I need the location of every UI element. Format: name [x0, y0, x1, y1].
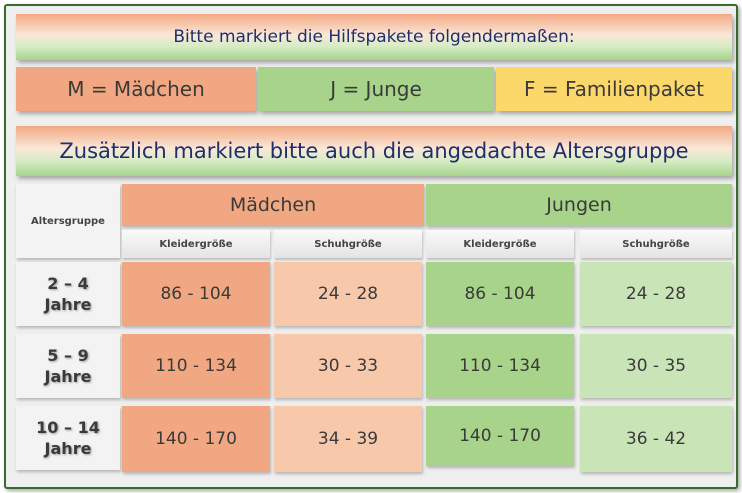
boys-shoe-size-header: Schuhgröße: [580, 230, 732, 258]
instruction-text: Bitte markiert die Hilfspakete folgender…: [173, 27, 575, 47]
girls-shoe-size-cell: 24 - 28: [274, 262, 422, 326]
age-instruction-banner: Zusätzlich markiert bitte auch die anged…: [16, 126, 732, 176]
legend-boys: J = Junge: [258, 67, 494, 111]
boys-clothing-size-header: Kleidergröße: [426, 230, 574, 258]
legend-family: F = Familienpaket: [496, 67, 732, 111]
girls-shoe-size-cell: 34 - 39: [274, 406, 422, 472]
boys-shoe-size-cell: 30 - 35: [580, 334, 732, 398]
age-unit: Jahre: [44, 439, 92, 458]
girls-clothing-size-cell: 140 - 170: [122, 406, 270, 472]
boys-clothing-size-cell: 86 - 104: [426, 262, 574, 326]
age-unit: Jahre: [44, 295, 92, 314]
girls-clothing-size-cell: 86 - 104: [122, 262, 270, 326]
girls-clothing-size-header: Kleidergröße: [122, 230, 270, 258]
girls-shoe-size-cell: 30 - 33: [274, 334, 422, 398]
age-range: 10 – 14: [36, 418, 100, 437]
age-group-cell: 10 – 14 Jahre: [16, 406, 120, 470]
info-sheet: Bitte markiert die Hilfspakete folgender…: [4, 4, 738, 489]
boys-clothing-size-cell: 110 - 134: [426, 334, 574, 398]
age-group-cell: 5 – 9 Jahre: [16, 334, 120, 398]
boys-shoe-size-cell: 24 - 28: [580, 262, 732, 326]
boys-shoe-size-cell: 36 - 42: [580, 406, 732, 472]
girls-clothing-size-cell: 110 - 134: [122, 334, 270, 398]
age-group-cell: 2 – 4 Jahre: [16, 262, 120, 326]
instruction-banner: Bitte markiert die Hilfspakete folgender…: [16, 14, 732, 60]
age-unit: Jahre: [44, 367, 92, 386]
age-range: 5 – 9: [47, 346, 89, 365]
age-range: 2 – 4: [47, 274, 89, 293]
girls-shoe-size-header: Schuhgröße: [274, 230, 422, 258]
age-instruction-text: Zusätzlich markiert bitte auch die anged…: [59, 139, 689, 163]
legend-boys-label: J = Junge: [330, 77, 422, 101]
boys-clothing-size-cell: 140 - 170: [426, 406, 574, 466]
age-group-header: Altersgruppe: [16, 184, 120, 258]
legend-girls-label: M = Mädchen: [67, 77, 205, 101]
girls-group-header: Mädchen: [122, 184, 424, 226]
legend-girls: M = Mädchen: [16, 67, 256, 111]
boys-group-header: Jungen: [426, 184, 732, 226]
legend-family-label: F = Familienpaket: [524, 77, 704, 101]
